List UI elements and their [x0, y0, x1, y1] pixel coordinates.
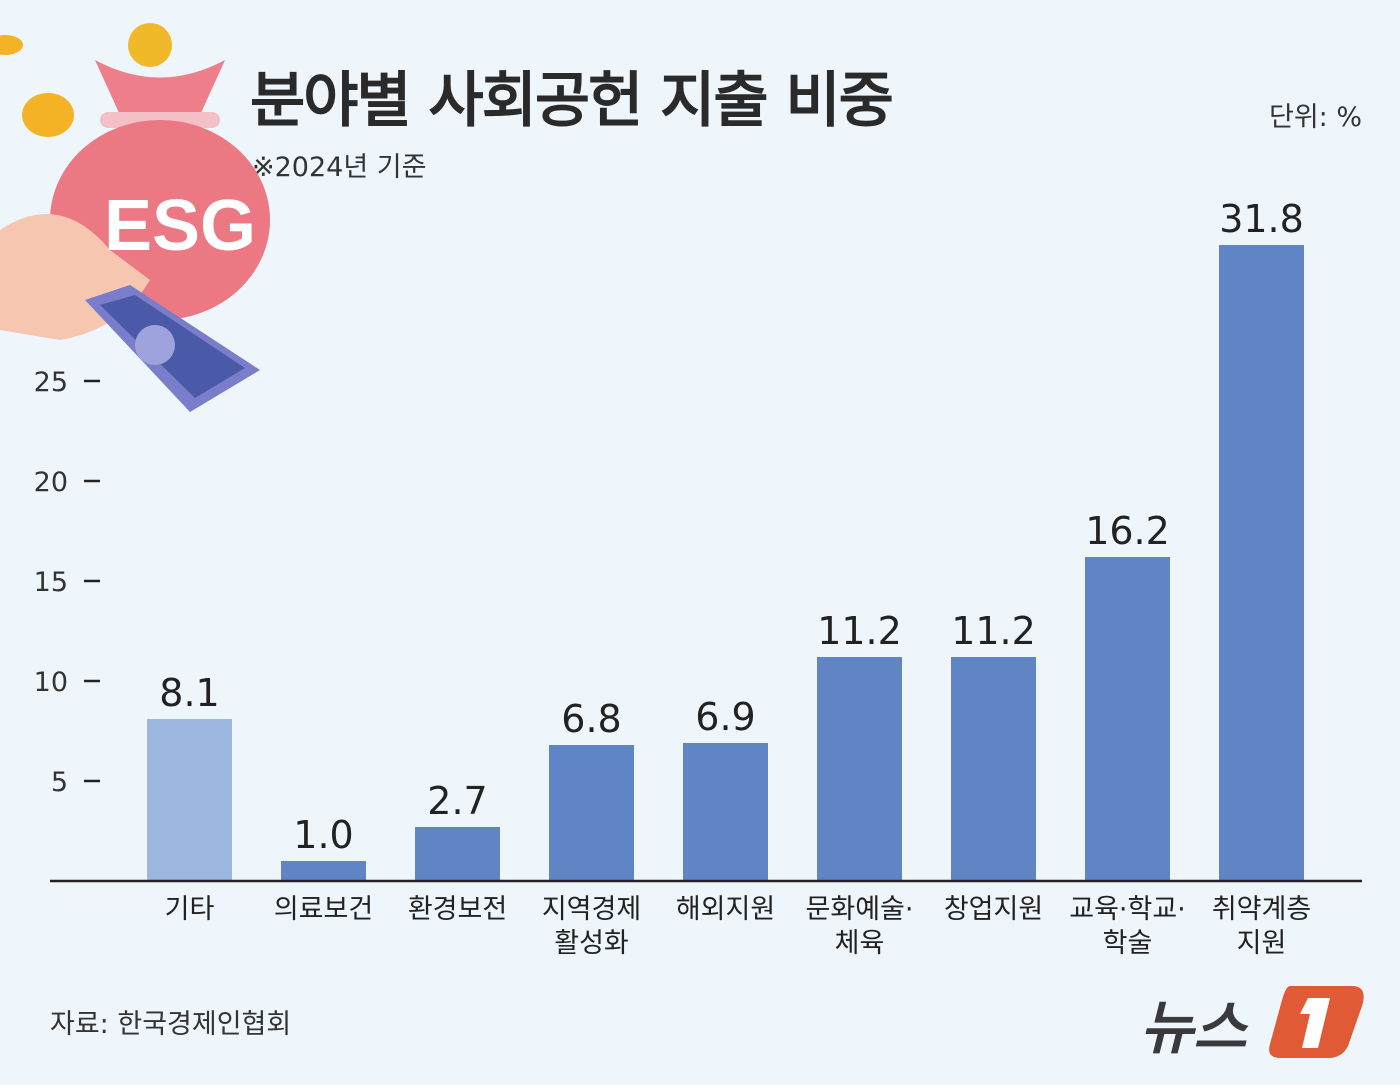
x-tick-label: 창업지원 [944, 894, 1043, 925]
bar [147, 719, 232, 881]
y-tick-label: 25 [34, 367, 68, 398]
data-label: 6.9 [695, 695, 755, 739]
y-tick-label: 10 [34, 667, 68, 698]
data-label: 31.8 [1219, 197, 1304, 241]
chart-subtitle: ※2024년 기준 [252, 152, 427, 183]
x-tick-label: 기타 [165, 894, 215, 925]
x-tick-label: 취약계층 [1212, 894, 1311, 925]
data-label: 2.7 [427, 779, 487, 823]
bar [817, 657, 902, 881]
x-tick-label: 의료보건 [274, 894, 373, 925]
x-tick-label: 환경보전 [408, 894, 507, 925]
data-label: 11.2 [951, 609, 1036, 653]
bar [1085, 557, 1170, 881]
data-label: 11.2 [817, 609, 902, 653]
bar [951, 657, 1036, 881]
data-label: 8.1 [159, 671, 219, 715]
x-tick-label: 학술 [1103, 928, 1153, 959]
bar [415, 827, 500, 881]
data-label: 16.2 [1085, 509, 1170, 553]
x-tick-label: 지원 [1237, 928, 1287, 959]
unit-label: 단위: % [1268, 102, 1362, 133]
source-note: 자료: 한국경제인협회 [50, 1009, 292, 1040]
esg-label: ESG [104, 186, 256, 266]
x-tick-label: 해외지원 [676, 894, 775, 925]
x-tick-label: 활성화 [554, 928, 629, 959]
bar [683, 743, 768, 881]
bar [281, 861, 366, 881]
x-tick-label: 지역경제 [542, 894, 641, 925]
bar [1219, 245, 1304, 881]
y-tick-label: 15 [34, 567, 68, 598]
esg-money-bag-illustration: ESG [0, 23, 270, 412]
news1-logo: 뉴스 [1140, 986, 1364, 1062]
y-tick-label: 5 [51, 767, 68, 798]
data-label: 1.0 [293, 813, 353, 857]
svg-text:뉴스: 뉴스 [1140, 994, 1249, 1062]
chart-title: 분야별 사회공헌 지출 비중 [250, 66, 894, 136]
x-tick-label: 문화예술· [806, 894, 914, 925]
x-tick-label: 교육·학교· [1069, 894, 1186, 925]
y-tick-label: 20 [34, 467, 68, 498]
data-label: 6.8 [561, 697, 621, 741]
bar [549, 745, 634, 881]
x-tick-label: 체육 [835, 928, 885, 959]
